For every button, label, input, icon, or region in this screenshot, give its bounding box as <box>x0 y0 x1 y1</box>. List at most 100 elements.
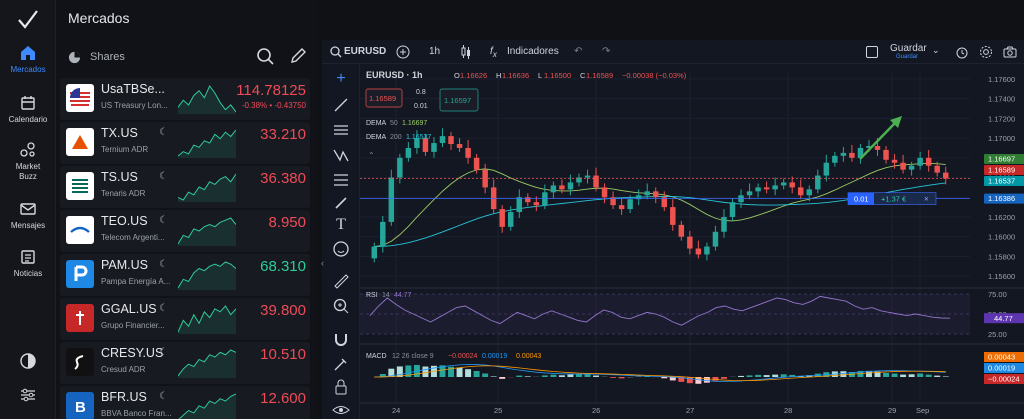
eye-icon[interactable] <box>332 401 350 419</box>
trend-line-icon[interactable] <box>332 96 350 114</box>
macd-histogram-bar <box>593 375 600 377</box>
alert-clock-icon[interactable] <box>955 45 969 59</box>
search-icon[interactable] <box>256 47 274 65</box>
lock-icon[interactable] <box>332 378 350 396</box>
collapse-panel-chevron-icon[interactable]: ‹ <box>321 258 324 268</box>
candle-body <box>780 182 787 186</box>
add-symbol-icon[interactable] <box>396 45 410 59</box>
nav-item-mensajes[interactable]: Mensajes <box>0 200 56 230</box>
horizontal-lines-icon[interactable] <box>332 121 350 139</box>
candle-body <box>465 147 471 158</box>
market-row[interactable]: TEO.US ☾ Telecom Argenti... 8.950 <box>60 210 310 252</box>
interval-selector[interactable]: 1h <box>429 46 441 57</box>
brand-check-logo[interactable] <box>16 8 40 32</box>
price-tick-label: 1.15800 <box>988 252 1015 261</box>
market-row[interactable]: B BFR.US ☾ BBVA Banco Fran... 12.600 <box>60 386 310 419</box>
market-row[interactable]: GGAL.US ☾ Grupo Financier... 39.800 <box>60 298 310 340</box>
price-tick-label: 1.17000 <box>988 134 1015 143</box>
moon-icon: ☾ <box>159 215 168 226</box>
market-row[interactable]: CRESY.US ☾ Cresud ADR 10.510 <box>60 342 310 384</box>
edit-pencil-icon[interactable] <box>289 47 307 65</box>
svg-text:B: B <box>75 399 86 416</box>
magnet-icon[interactable] <box>332 330 350 348</box>
text-tool-icon[interactable]: T <box>336 216 346 233</box>
zoom-icon[interactable] <box>332 297 350 315</box>
fib-icon[interactable] <box>332 170 350 188</box>
time-tick-label: 24 <box>392 406 400 415</box>
redo-icon[interactable]: ↷ <box>602 46 611 57</box>
ruler-icon[interactable] <box>332 272 350 290</box>
macd-histogram-bar <box>499 377 506 379</box>
macd-badge-label: 0.00019 <box>988 364 1015 373</box>
market-row[interactable]: PAM.US ☾ Pampa Energía A... 68.310 <box>60 254 310 296</box>
macd-histogram-bar <box>422 366 429 377</box>
category-selector[interactable]: Shares <box>68 49 318 67</box>
settings-sliders-icon[interactable] <box>19 386 37 404</box>
chart-toolbar: EURUSD 1h fx Indicadores ↶ ↷ Guardar Gua… <box>322 40 1024 64</box>
candles-type-icon[interactable] <box>460 45 472 59</box>
camera-icon[interactable] <box>1003 45 1017 59</box>
candle-body <box>584 175 591 178</box>
macd-histogram-bar <box>917 373 924 377</box>
order-qty[interactable]: 0.01 <box>414 103 428 110</box>
price-badge-label: 1.16386 <box>988 194 1015 203</box>
crosshair-icon[interactable]: + <box>336 70 346 87</box>
layout-checkbox[interactable] <box>866 46 878 58</box>
market-row[interactable]: TX.US ☾ Ternium ADR 33.210 <box>60 122 310 164</box>
collapse-legend-icon[interactable]: ⌃ <box>368 151 375 160</box>
candle-body <box>405 147 412 158</box>
time-axis: 24 25 26 27 28 29 Sep <box>360 402 1024 415</box>
macd-pane: MACD 12 26 close 9 −0.00024 0.00019 0.00043 0… <box>360 343 1024 384</box>
moon-icon: ☾ <box>159 303 168 314</box>
candle-body <box>499 209 505 227</box>
sparkline <box>178 305 236 334</box>
candle-body <box>670 207 676 225</box>
macd-badge <box>984 374 1024 384</box>
close-position-icon[interactable]: × <box>924 195 929 204</box>
macd-histogram-bar <box>883 373 890 377</box>
macd-histogram-bar <box>891 373 898 377</box>
brush-icon[interactable] <box>332 194 350 212</box>
ternium-logo-icon <box>66 128 94 156</box>
nav-item-mercados[interactable]: Mercados <box>0 44 56 74</box>
green-arrow-icon <box>859 121 897 160</box>
telecom-logo-icon <box>66 216 94 244</box>
nav-item-calendario[interactable]: Calendario <box>0 94 56 124</box>
candle-body <box>431 143 437 152</box>
gear-icon[interactable] <box>979 45 993 59</box>
market-row[interactable]: UsaTBSe... US Treasury Lon... 114.78125 -0.… <box>60 78 310 120</box>
market-row[interactable]: TS.US ☾ Tenaris ADR 36.380 <box>60 166 310 208</box>
moon-icon: ☾ <box>159 127 168 138</box>
buy-button[interactable] <box>439 88 479 112</box>
save-button[interactable]: Guardar <box>890 43 927 54</box>
undo-icon[interactable]: ↶ <box>574 46 583 57</box>
macd-badge-label: 0.00043 <box>988 353 1015 362</box>
time-tick-label: 29 <box>888 406 896 415</box>
indicators-button[interactable]: Indicadores <box>507 46 559 57</box>
candle-body <box>456 144 463 148</box>
macd-histogram-bar <box>908 374 915 377</box>
sell-button[interactable] <box>365 88 403 108</box>
macd-params: 12 26 close 9 <box>392 353 434 360</box>
candle-body <box>789 182 795 188</box>
macd-line <box>374 364 946 382</box>
macd-value: 0.00019 <box>482 353 507 360</box>
search-icon[interactable] <box>330 46 342 58</box>
candle-body <box>866 145 872 148</box>
chevron-down-icon[interactable]: ⌄ <box>932 45 940 55</box>
pattern-icon[interactable] <box>332 146 350 164</box>
price-chart[interactable]: 1.176001.174001.172001.170001.168001.166… <box>360 64 1024 419</box>
symbol-selector[interactable]: EURUSD <box>344 46 387 57</box>
nav-item-noticias[interactable]: Noticias <box>0 248 56 278</box>
nav-item-market-buzz[interactable]: Market Buzz <box>0 141 56 182</box>
candle-body <box>567 182 574 190</box>
emoji-icon[interactable] <box>332 240 350 258</box>
macd-histogram-bar <box>763 375 770 377</box>
theme-toggle-icon[interactable] <box>19 352 37 370</box>
macd-value: 0.00043 <box>516 353 541 360</box>
lock-drawing-icon[interactable] <box>332 355 350 373</box>
rsi-band <box>360 294 970 334</box>
macd-histogram-bar <box>934 375 941 377</box>
time-tick-label: Sep <box>916 406 929 415</box>
indicator-name: DEMA <box>366 120 387 127</box>
